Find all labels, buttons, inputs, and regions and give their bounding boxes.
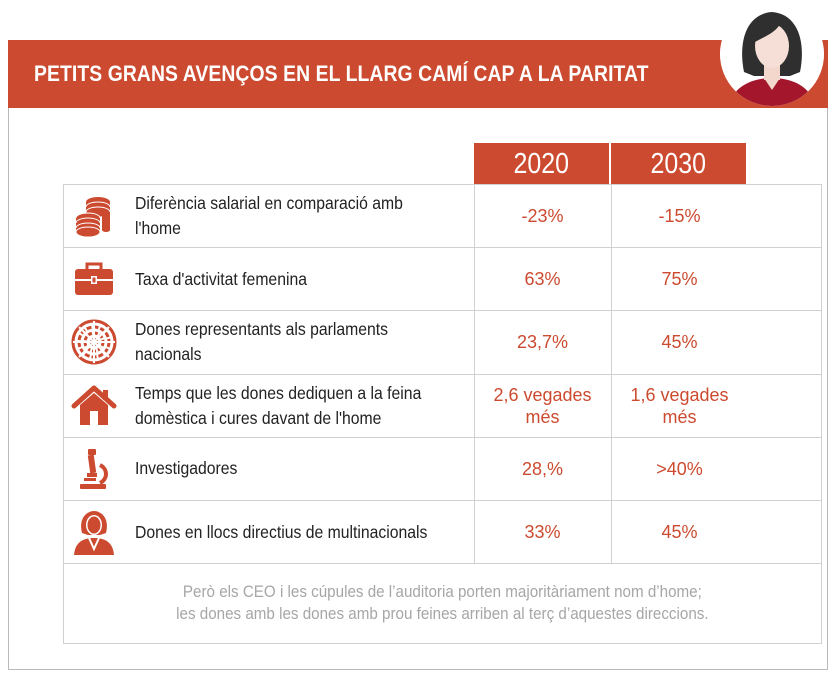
parliament-icon	[64, 311, 124, 373]
year-header-2030: 2030	[611, 143, 746, 184]
woman-avatar-icon	[720, 2, 824, 106]
footnote: Però els CEO i les cúpules de l’auditori…	[63, 563, 822, 644]
table-row: Taxa d'activitat femenina 63% 75%	[63, 248, 822, 312]
value-2030: -15%	[611, 185, 747, 248]
page-title: PETITS GRANS AVENÇOS EN EL LLARG CAMÍ CA…	[34, 61, 649, 86]
year-header-2020: 2020	[474, 143, 609, 184]
title-banner	[8, 40, 828, 108]
row-label: Temps que les dones dediquen a la feina …	[135, 382, 422, 428]
microscope-icon	[64, 438, 124, 500]
value-2020: 2,6 vegades més	[474, 374, 610, 437]
value-2030: 1,6 vegades més	[611, 374, 747, 437]
table-row: Temps que les dones dediquen a la feina …	[63, 374, 822, 438]
businesswoman-icon	[64, 501, 124, 563]
coins-icon	[64, 185, 124, 247]
value-2020: 23,7%	[474, 311, 610, 374]
row-label: Investigadores	[135, 458, 238, 479]
value-2030: 45%	[611, 311, 747, 374]
comparison-table: Diferència salarial en comparació amb l'…	[63, 184, 822, 565]
briefcase-icon	[64, 248, 124, 310]
row-label: Dones representants als parlaments nacio…	[135, 319, 389, 365]
row-label: Dones en llocs directius de multinaciona…	[135, 521, 428, 542]
value-2030: >40%	[611, 437, 747, 500]
table-row: Diferència salarial en comparació amb l'…	[63, 185, 822, 249]
value-2020: -23%	[474, 185, 610, 248]
row-label: Taxa d'activitat femenina	[135, 268, 307, 289]
value-2020: 33%	[474, 500, 610, 564]
footnote-line-2: les dones amb les dones amb prou feines …	[176, 605, 709, 623]
value-2020: 63%	[474, 248, 610, 311]
house-icon	[64, 375, 124, 437]
table-row: Investigadores 28,% >40%	[63, 437, 822, 501]
table-row: Dones en llocs directius de multinaciona…	[63, 500, 822, 565]
value-2030: 75%	[611, 248, 747, 311]
table-row: Dones representants als parlaments nacio…	[63, 311, 822, 375]
value-2020: 28,%	[474, 437, 610, 500]
row-label: Diferència salarial en comparació amb l'…	[135, 193, 403, 239]
footnote-line-1: Però els CEO i les cúpules de l’auditori…	[183, 583, 702, 601]
value-2030: 45%	[611, 500, 747, 564]
